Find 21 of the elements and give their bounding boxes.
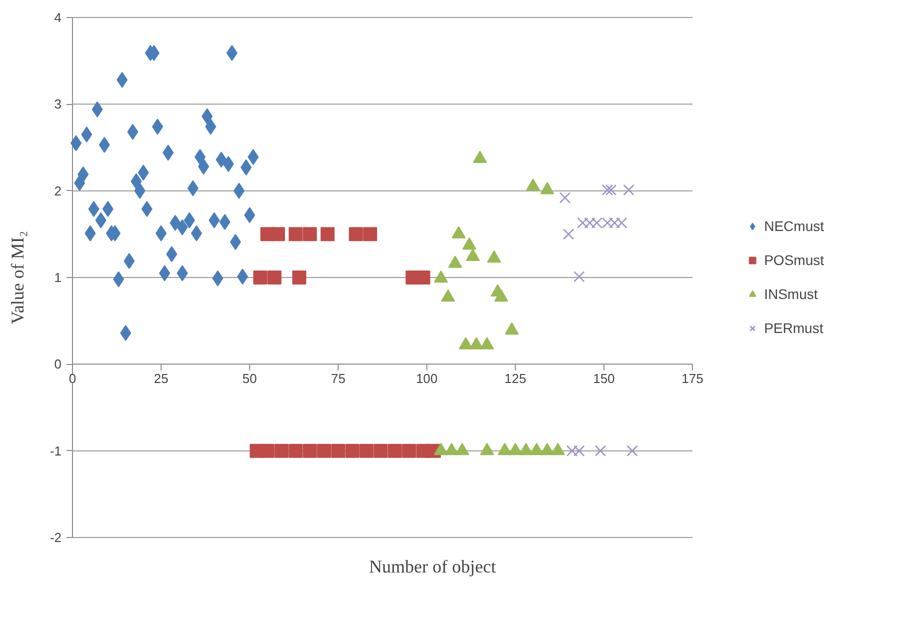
x-axis-title: Number of object bbox=[369, 556, 496, 576]
y-tick-label: 3 bbox=[54, 96, 62, 112]
x-tick-label: 125 bbox=[504, 371, 526, 386]
y-tick-label: 4 bbox=[54, 10, 62, 25]
legend-label: PERmust bbox=[764, 320, 824, 336]
y-tick-label: 1 bbox=[54, 270, 62, 285]
x-tick-label: 150 bbox=[593, 371, 615, 386]
x-tick-label: 50 bbox=[242, 371, 257, 386]
y-tick-label: -1 bbox=[50, 443, 62, 458]
x-tick-label: 75 bbox=[330, 371, 346, 386]
y-axis-title: Value of MI₂ bbox=[8, 230, 28, 324]
x-tick-label: 100 bbox=[416, 371, 438, 386]
y-tick-label: 2 bbox=[54, 183, 62, 198]
y-tick-label: -2 bbox=[50, 530, 62, 545]
x-tick-label: 0 bbox=[68, 371, 76, 386]
x-tick-label: 25 bbox=[154, 371, 168, 386]
x-tick-label: 175 bbox=[682, 371, 704, 386]
legend-label: POSmust bbox=[764, 252, 824, 268]
legend-label: NECmust bbox=[764, 218, 824, 234]
y-tick-label: 0 bbox=[54, 356, 62, 372]
legend-label: INSmust bbox=[764, 286, 818, 302]
